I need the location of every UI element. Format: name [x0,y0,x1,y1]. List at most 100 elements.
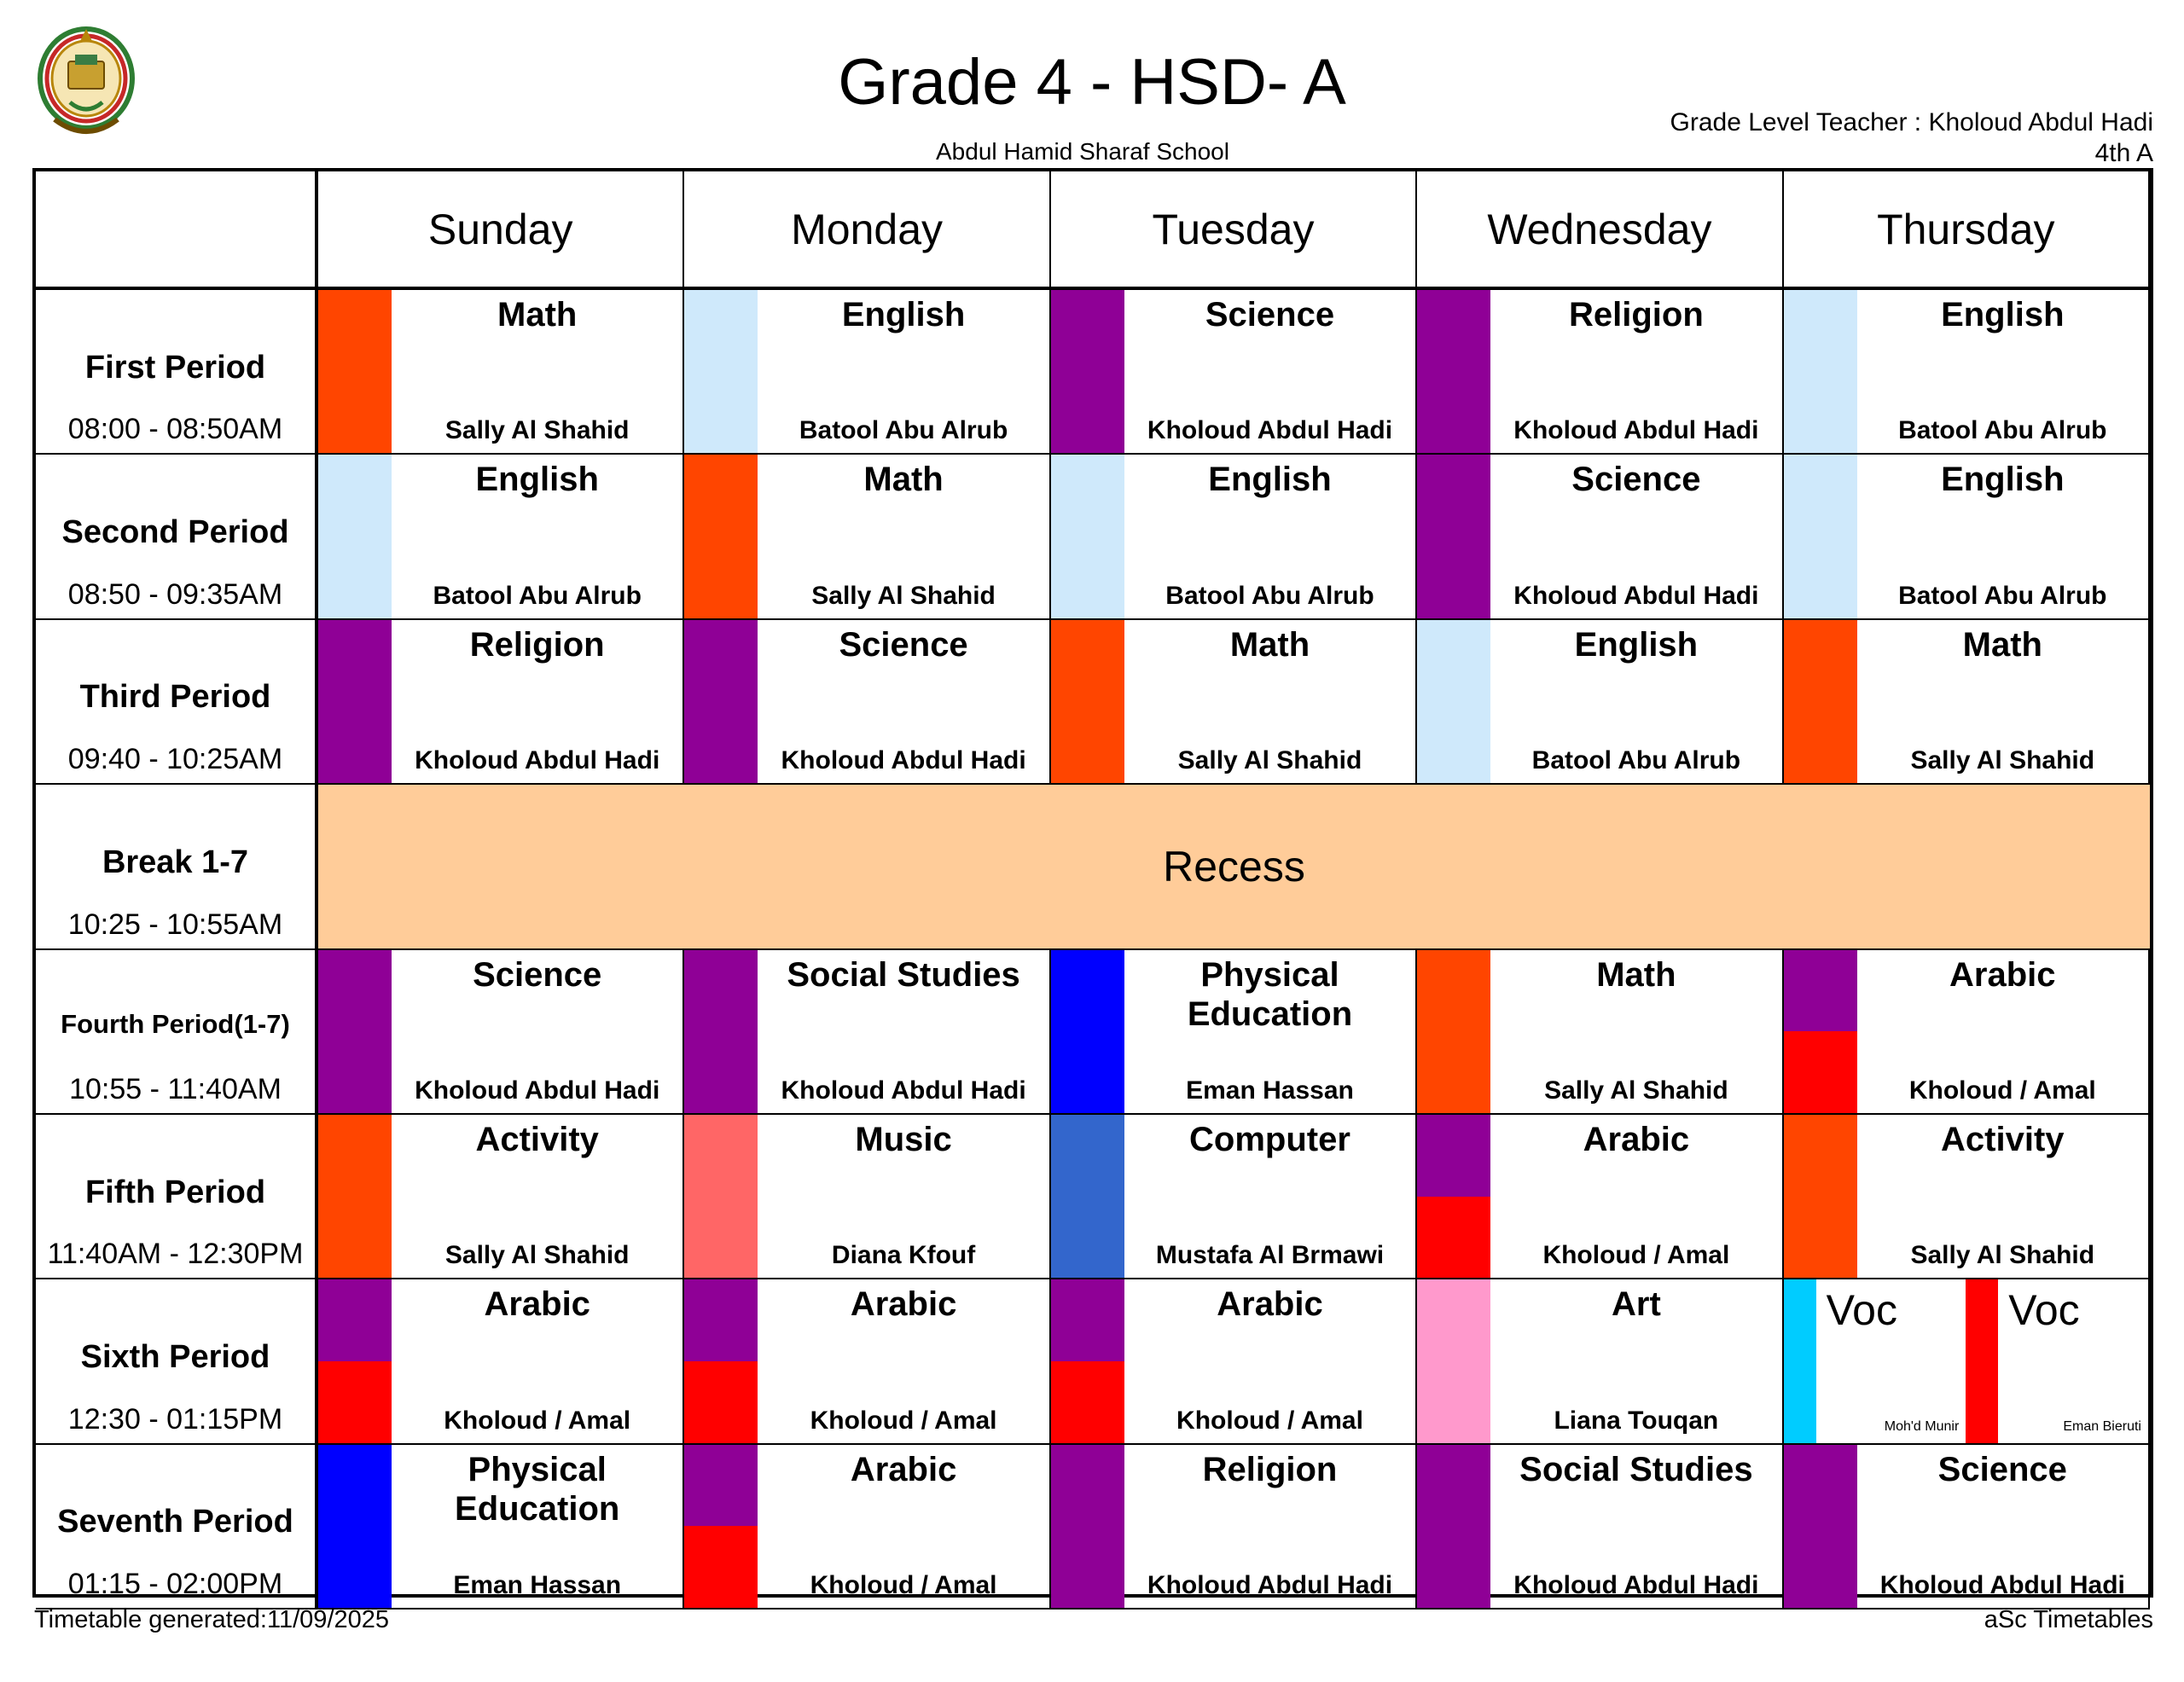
subject-color-bar [1417,619,1491,784]
subject-color-bar [684,949,758,1113]
teacher-name: Eman Hassan [453,1571,622,1600]
teacher-name: Kholoud / Amal [1908,1076,2096,1105]
subject-name: Activity [475,1121,599,1158]
lesson-cell: Religion Kholoud Abdul Hadi [1417,290,1784,455]
subject-name: Social Studies [787,955,1020,994]
subject-color-bar [1417,1279,1491,1443]
subject-name: Religion [1202,1450,1338,1488]
subject-color-bar [318,455,392,618]
teacher-name: Kholoud Abdul Hadi [415,746,660,775]
lesson-cell: Arabic Kholoud / Amal [1783,949,2150,1115]
subject-color-bar [318,1279,392,1443]
period-cell: Second Period 08:50 - 09:35AM [36,455,318,620]
subject-color-bar [1783,949,1857,1113]
subject-color-bar [1417,455,1491,618]
subject-name: Science [839,625,968,664]
page-title: Grade 4 - HSD- A [838,46,1346,119]
subject-color-bar [1050,1115,1124,1279]
subject-color-segment [684,1279,758,1362]
split-lesson: Voc Moh'd Munir [1783,1279,1966,1443]
subject-color-segment [1417,1196,1491,1279]
lesson-cell: Math Sally Al Shahid [318,290,685,455]
period-name: Third Period [79,679,271,716]
subject-name: Math [497,296,578,334]
period-time: 01:15 - 02:00PM [67,1568,283,1601]
subject-name: English [1208,461,1332,499]
subject-name: English [1941,461,2065,499]
lesson-cell: Arabic Kholoud / Amal [1050,1279,1418,1445]
lesson-cell: Physical Education Eman Hassan [318,1444,685,1610]
teacher-name: Sally Al Shahid [1177,746,1362,775]
subject-color-segment [1417,1115,1491,1197]
subject-name: Science [1571,461,1701,499]
teacher-name: Sally Al Shahid [1910,1241,2095,1270]
subject-color-bar [1050,1444,1124,1609]
teacher-name: Kholoud / Amal [1542,1241,1730,1270]
subject-color-bar [684,1444,758,1609]
subject-color-bar [684,1115,758,1279]
lesson-cell: English Batool Abu Alrub [1417,619,1784,786]
subject-color-bar [1783,1115,1857,1279]
school-name: Abdul Hamid Sharaf School [936,138,1229,165]
lesson-cell: Arabic Kholoud / Amal [684,1279,1051,1445]
subject-name: Science [473,955,602,994]
subject-color-bar [1783,290,1857,454]
period-name: Seventh Period [57,1504,293,1540]
lesson-cell: Activity Sally Al Shahid [1783,1115,2150,1280]
lesson-cell: Art Liana Touqan [1417,1279,1784,1445]
subject-name: Religion [469,625,605,664]
day-header: Monday [684,171,1051,290]
teacher-name: Diana Kfouf [831,1241,976,1270]
subject-color-segment [684,1444,758,1527]
period-name: Fifth Period [84,1174,266,1210]
lesson-cell: English Batool Abu Alrub [1783,455,2150,620]
subject-name: Math [863,461,944,499]
subject-color-bar [1417,949,1491,1113]
subject-name: Voc [2008,1286,2080,1335]
period-name: Fourth Period(1-7) [61,1009,290,1040]
period-time: 09:40 - 10:25AM [67,743,283,776]
period-cell: Third Period 09:40 - 10:25AM [36,619,318,786]
teacher-name: Kholoud Abdul Hadi [1879,1571,2125,1600]
subject-color-bar [1783,1444,1857,1609]
subject-color-bar [1050,619,1124,784]
teacher-name: Sally Al Shahid [1544,1076,1728,1105]
class-name: 4th A [2094,139,2153,167]
period-time: 08:50 - 09:35AM [67,577,283,611]
subject-name: English [1574,625,1699,664]
subject-color-bar [1417,290,1491,454]
lesson-cell: Science Kholoud Abdul Hadi [1050,290,1418,455]
subject-color-bar [684,455,758,618]
period-name: Break 1-7 [102,844,249,880]
period-time: 10:55 - 11:40AM [69,1072,282,1105]
subject-color-bar [318,619,392,784]
lesson-cell: Voc Moh'd Munir Voc Eman Bieruti [1783,1279,2150,1445]
subject-name: Art [1611,1285,1661,1324]
subject-color-bar [318,1444,392,1609]
subject-color-bar [1050,455,1124,618]
day-header: Sunday [318,171,685,290]
subject-name: Arabic [1949,955,2056,994]
subject-name: Voc [1826,1286,1897,1335]
lesson-cell: Math Sally Al Shahid [1050,619,1418,786]
lesson-cell: Science Kholoud Abdul Hadi [318,949,685,1115]
subject-color-segment [318,1361,392,1443]
subject-name: Physical Education [1187,955,1353,1033]
day-header: Wednesday [1417,171,1784,290]
subject-color-segment [1050,1361,1124,1443]
teacher-name: Eman Bieruti [2063,1418,2141,1434]
teacher-name: Sally Al Shahid [1910,746,2095,775]
subject-name: Computer [1189,1121,1350,1158]
teacher-name: Batool Abu Alrub [799,416,1008,445]
teacher-name: Sally Al Shahid [444,1241,630,1270]
teacher-name: Batool Abu Alrub [1531,746,1741,775]
lesson-cell: Physical Education Eman Hassan [1050,949,1418,1115]
subject-color-bar [318,949,392,1113]
subject-name: Arabic [484,1285,590,1324]
teacher-name: Kholoud Abdul Hadi [1513,416,1759,445]
teacher-name: Kholoud / Amal [1176,1406,1363,1435]
subject-name: Math [1229,625,1310,664]
subject-color-segment [684,1361,758,1443]
subject-color-bar [1417,1444,1491,1609]
software-credit: aSc Timetables [1984,1606,2153,1633]
